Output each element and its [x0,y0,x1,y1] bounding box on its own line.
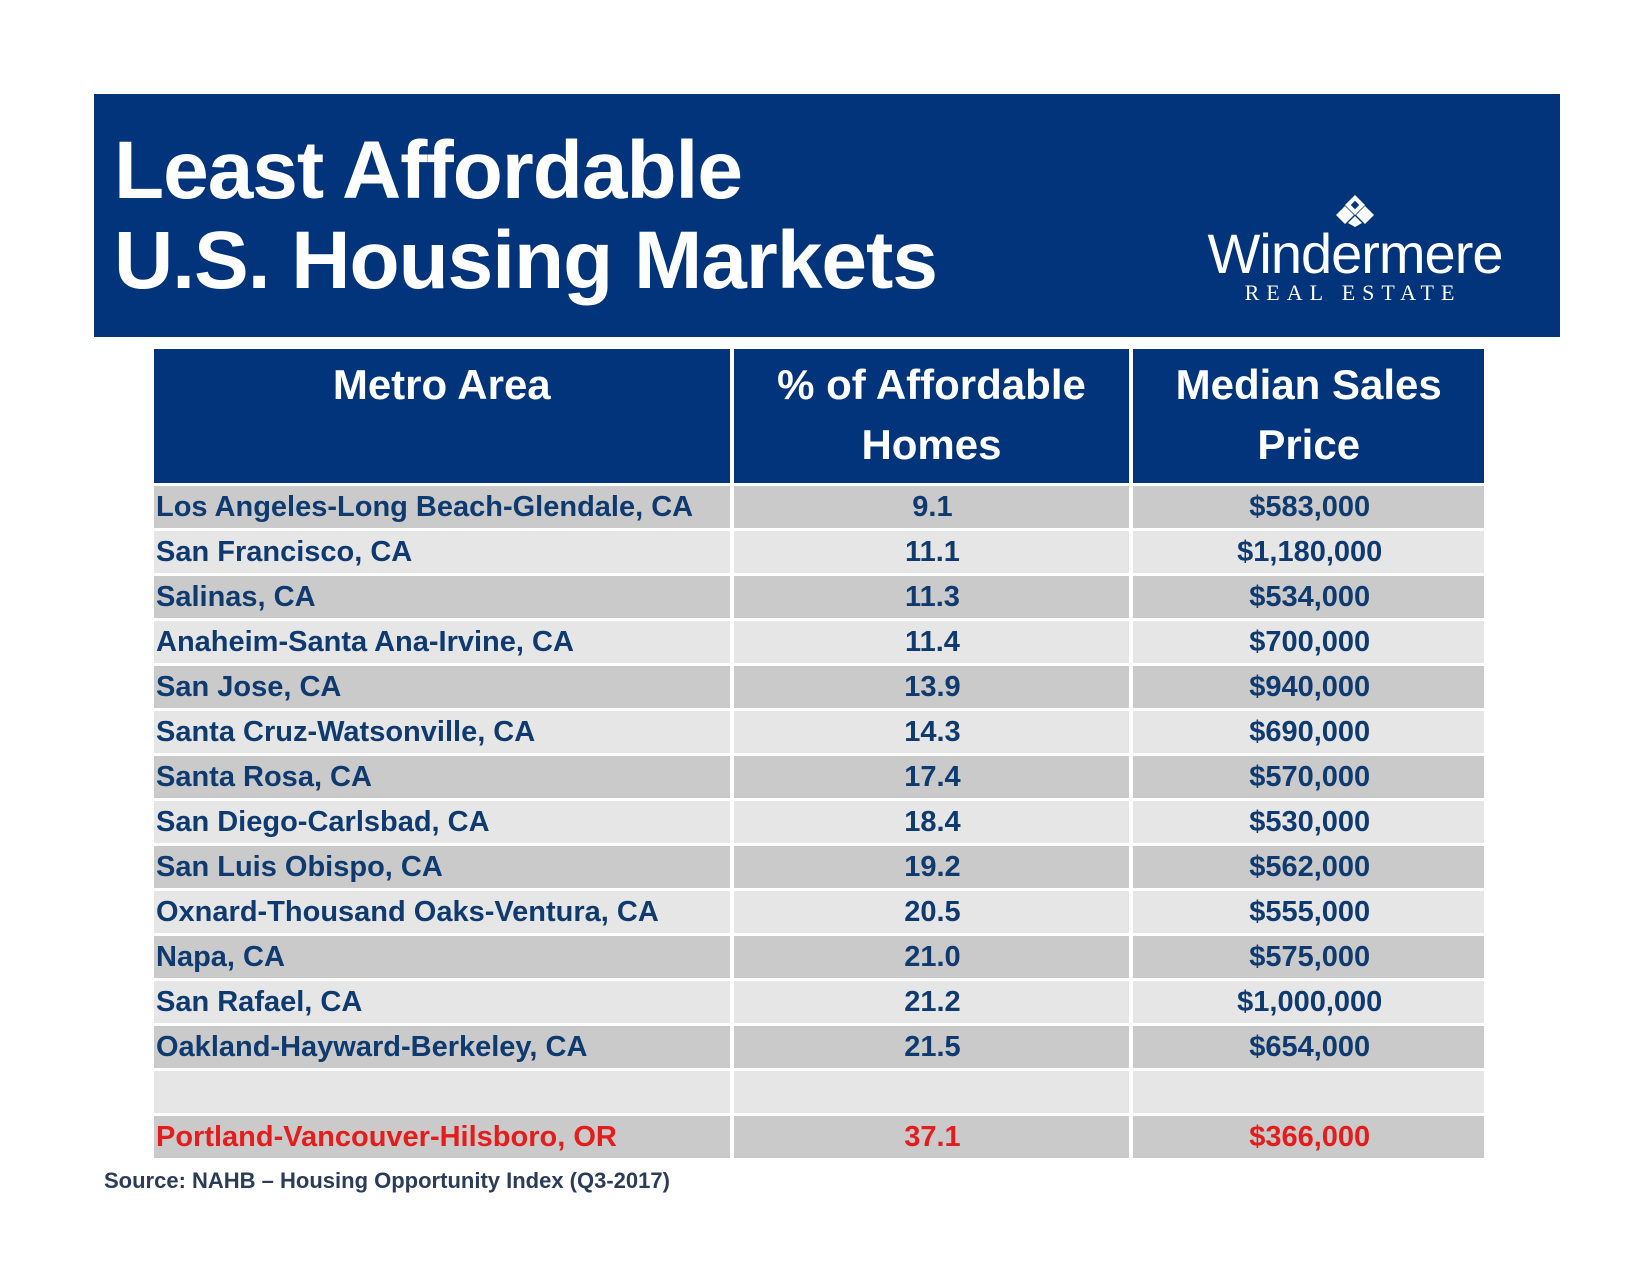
metro-cell: Los Angeles-Long Beach-Glendale, CA [154,486,730,528]
source-note: Source: NAHB – Housing Opportunity Index… [104,1168,670,1193]
metro-cell: Napa, CA [154,936,730,978]
metro-cell: Anaheim-Santa Ana-Irvine, CA [154,621,730,663]
table-row: Santa Cruz-Watsonville, CA 14.3 $690,000 [154,711,1484,753]
price-cell: $366,000 [1133,1116,1484,1158]
pct-cell: 37.1 [733,1116,1130,1158]
table-row: Oxnard-Thousand Oaks-Ventura, CA 20.5 $555… [154,891,1484,933]
table-row: Oakland-Hayward-Berkeley, CA 21.5 $654,000 [154,1026,1484,1068]
metro-cell: Portland-Vancouver-Hilsboro, OR [154,1116,730,1158]
metro-cell: Santa Rosa, CA [154,756,730,798]
pct-cell: 11.4 [733,621,1130,663]
table-row: San Rafael, CA 21.2 $1,000,000 [154,981,1484,1023]
title-banner: Least Affordable U.S. Housing Markets Wi… [94,94,1560,337]
pct-cell: 11.3 [733,576,1130,618]
metro-cell: San Diego-Carlsbad, CA [154,801,730,843]
pct-cell: 21.5 [733,1026,1130,1068]
metro-cell: San Francisco, CA [154,531,730,573]
pct-cell: 19.2 [733,846,1130,888]
pct-cell: 9.1 [733,486,1130,528]
table-row [154,1071,1484,1113]
table-row: San Diego-Carlsbad, CA 18.4 $530,000 [154,801,1484,843]
metro-cell: San Jose, CA [154,666,730,708]
diamond-logo-icon [1336,195,1374,227]
price-cell: $940,000 [1133,666,1484,708]
table-row: Santa Rosa, CA 17.4 $570,000 [154,756,1484,798]
table-body: Los Angeles-Long Beach-Glendale, CA 9.1 $5… [154,486,1484,1158]
title-line-1: Least Affordable [114,125,743,216]
price-cell: $690,000 [1133,711,1484,753]
windermere-logo: Windermere REAL ESTATE [1190,194,1520,305]
table-row: San Jose, CA 13.9 $940,000 [154,666,1484,708]
price-cell: $555,000 [1133,891,1484,933]
table-row: San Luis Obispo, CA 19.2 $562,000 [154,846,1484,888]
price-cell: $1,000,000 [1133,981,1484,1023]
pct-cell: 21.0 [733,936,1130,978]
metro-cell: San Rafael, CA [154,981,730,1023]
price-cell: $1,180,000 [1133,531,1484,573]
column-header-metro: Metro Area [154,349,730,483]
page-title: Least Affordable U.S. Housing Markets [114,125,938,306]
price-cell: $570,000 [1133,756,1484,798]
pct-cell: 14.3 [733,711,1130,753]
pct-cell: 13.9 [733,666,1130,708]
affordability-table: Metro Area % of Affordable Homes Median … [150,346,1488,1161]
price-cell: $530,000 [1133,801,1484,843]
pct-cell: 20.5 [733,891,1130,933]
pct-cell: 21.2 [733,981,1130,1023]
metro-cell [154,1071,730,1113]
price-cell [1133,1071,1484,1113]
logo-subtitle: REAL ESTATE [1244,280,1462,305]
pct-cell: 18.4 [733,801,1130,843]
table-row: Salinas, CA 11.3 $534,000 [154,576,1484,618]
price-cell: $700,000 [1133,621,1484,663]
table-row: Napa, CA 21.0 $575,000 [154,936,1484,978]
pct-cell: 11.1 [733,531,1130,573]
metro-cell: Oakland-Hayward-Berkeley, CA [154,1026,730,1068]
logo-wordmark: Windermere [1207,222,1504,285]
metro-cell: San Luis Obispo, CA [154,846,730,888]
table-row: Anaheim-Santa Ana-Irvine, CA 11.4 $700,000 [154,621,1484,663]
pct-cell [733,1071,1130,1113]
pct-cell: 17.4 [733,756,1130,798]
column-header-pct: % of Affordable Homes [733,349,1130,483]
metro-cell: Salinas, CA [154,576,730,618]
price-cell: $583,000 [1133,486,1484,528]
table-row-highlight: Portland-Vancouver-Hilsboro, OR 37.1 $366,… [154,1116,1484,1158]
price-cell: $562,000 [1133,846,1484,888]
table-header-row: Metro Area % of Affordable Homes Median … [154,349,1484,483]
column-header-price: Median Sales Price [1133,349,1484,483]
price-cell: $575,000 [1133,936,1484,978]
price-cell: $654,000 [1133,1026,1484,1068]
table-row: Los Angeles-Long Beach-Glendale, CA 9.1 $5… [154,486,1484,528]
title-line-2: U.S. Housing Markets [114,215,938,306]
table-row: San Francisco, CA 11.1 $1,180,000 [154,531,1484,573]
metro-cell: Santa Cruz-Watsonville, CA [154,711,730,753]
price-cell: $534,000 [1133,576,1484,618]
metro-cell: Oxnard-Thousand Oaks-Ventura, CA [154,891,730,933]
